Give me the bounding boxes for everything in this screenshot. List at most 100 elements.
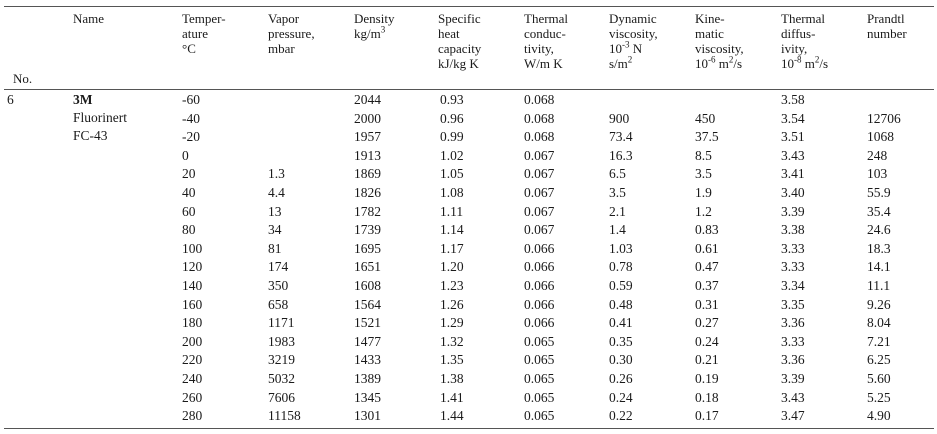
cell-temperature: -60 (182, 92, 200, 107)
table-header-rule (4, 89, 934, 90)
cell-thermal-diffusivity: 3.51 (781, 129, 805, 145)
cell-thermal-diffusivity: 3.43 (781, 147, 805, 163)
cell-thermal-diffusivity: 3.34 (781, 278, 805, 293)
cell-thermal-conductivity: 0.067 (524, 203, 555, 219)
cell-specific-heat: 1.29 (440, 315, 464, 331)
cell-temperature: 120 (182, 259, 203, 275)
cell-vapor-pressure: 81 (268, 240, 282, 256)
fluid-number: 6 (7, 92, 14, 107)
cell-specific-heat: 1.08 (440, 185, 464, 200)
cell-vapor-pressure: 1983 (268, 333, 295, 349)
cell-temperature: 40 (182, 185, 196, 200)
cell-dynamic-viscosity: 0.78 (609, 259, 633, 275)
cell-kinematic-viscosity: 0.18 (695, 389, 719, 405)
header-density: Density kg/m3 (354, 11, 395, 41)
cell-kinematic-viscosity: 1.9 (695, 185, 712, 200)
cell-specific-heat: 0.99 (440, 129, 464, 145)
header-kinematic-viscosity: Kine- matic viscosity, 10-6 m2/s (695, 11, 744, 71)
cell-dynamic-viscosity: 73.4 (609, 129, 633, 145)
cell-dynamic-viscosity: 0.59 (609, 278, 633, 293)
cell-density: 1782 (354, 203, 381, 219)
cell-vapor-pressure: 7606 (268, 389, 295, 405)
table-row: 280 11158 1301 1.44 0.065 0.22 0.17 3.47 4.90 (0, 407, 937, 425)
cell-thermal-diffusivity: 3.39 (781, 203, 805, 219)
cell-density: 2000 (354, 110, 381, 126)
cell-thermal-conductivity: 0.065 (524, 352, 555, 368)
cell-density: 1695 (354, 240, 381, 256)
cell-thermal-diffusivity: 3.41 (781, 166, 805, 182)
cell-vapor-pressure: 1.3 (268, 166, 285, 182)
cell-temperature: -40 (182, 110, 200, 126)
cell-density: 1913 (354, 147, 381, 163)
cell-thermal-conductivity: 0.066 (524, 259, 555, 275)
header-temperature: Temper- ature °C (182, 11, 226, 56)
cell-specific-heat: 1.38 (440, 371, 464, 386)
cell-prandtl-number: 18.3 (867, 240, 891, 256)
cell-thermal-diffusivity: 3.47 (781, 408, 805, 424)
cell-kinematic-viscosity: 3.5 (695, 166, 712, 182)
cell-temperature: 280 (182, 408, 203, 424)
cell-temperature: 80 (182, 222, 196, 238)
cell-thermal-conductivity: 0.065 (524, 389, 555, 405)
cell-prandtl-number: 24.6 (867, 222, 891, 238)
header-thermal-conductivity: Thermal conduc- tivity, W/m K (524, 11, 569, 71)
cell-temperature: 200 (182, 333, 203, 349)
table-row: 200 1983 1477 1.32 0.065 0.35 0.24 3.33 7.21 (0, 333, 937, 351)
cell-thermal-conductivity: 0.065 (524, 333, 555, 349)
cell-kinematic-viscosity: 0.19 (695, 371, 719, 386)
cell-dynamic-viscosity: 6.5 (609, 166, 626, 182)
cell-density: 1826 (354, 185, 381, 200)
cell-thermal-conductivity: 0.066 (524, 296, 555, 312)
cell-prandtl-number: 11.1 (867, 278, 891, 293)
table-row: 260 7606 1345 1.41 0.065 0.24 0.18 3.43 5.25 (0, 389, 937, 407)
cell-prandtl-number: 14.1 (867, 259, 891, 275)
fluid-name: 3M Fluorinert FC-43 (73, 92, 127, 143)
cell-prandtl-number: 7.21 (867, 333, 891, 349)
cell-kinematic-viscosity: 0.83 (695, 222, 719, 238)
table-row: -40 2000 0.96 0.068 900 450 3.54 12706 (0, 110, 937, 128)
cell-thermal-conductivity: 0.066 (524, 315, 555, 331)
cell-prandtl-number: 103 (867, 166, 888, 182)
cell-thermal-conductivity: 0.067 (524, 222, 555, 238)
table-row: 60 13 1782 1.11 0.067 2.1 1.2 3.39 35.4 (0, 203, 937, 221)
cell-density: 1651 (354, 259, 381, 275)
cell-density: 1608 (354, 278, 381, 293)
cell-dynamic-viscosity: 1.03 (609, 240, 633, 256)
cell-specific-heat: 1.20 (440, 259, 464, 275)
cell-temperature: 180 (182, 315, 203, 331)
table-row: -60 2044 0.93 0.068 3.58 (0, 91, 937, 109)
cell-vapor-pressure: 174 (268, 259, 289, 275)
cell-thermal-diffusivity: 3.38 (781, 222, 805, 238)
cell-dynamic-viscosity: 1.4 (609, 222, 626, 238)
cell-specific-heat: 1.02 (440, 147, 464, 163)
cell-dynamic-viscosity: 0.22 (609, 408, 633, 424)
cell-specific-heat: 1.17 (440, 240, 464, 256)
cell-thermal-conductivity: 0.065 (524, 371, 555, 386)
cell-temperature: 260 (182, 389, 203, 405)
cell-specific-heat: 1.26 (440, 296, 464, 312)
cell-prandtl-number: 1068 (867, 129, 894, 145)
cell-thermal-diffusivity: 3.35 (781, 296, 805, 312)
header-vapor-pressure: Vapor pressure, mbar (268, 11, 315, 56)
cell-dynamic-viscosity: 3.5 (609, 185, 626, 200)
cell-kinematic-viscosity: 37.5 (695, 129, 719, 145)
cell-temperature: 140 (182, 278, 203, 293)
cell-specific-heat: 1.44 (440, 408, 464, 424)
cell-dynamic-viscosity: 0.24 (609, 389, 633, 405)
table-row: 0 1913 1.02 0.067 16.3 8.5 3.43 248 (0, 147, 937, 165)
cell-thermal-diffusivity: 3.36 (781, 352, 805, 368)
cell-thermal-diffusivity: 3.33 (781, 333, 805, 349)
cell-vapor-pressure: 1171 (268, 315, 295, 331)
cell-kinematic-viscosity: 1.2 (695, 203, 712, 219)
cell-thermal-diffusivity: 3.36 (781, 315, 805, 331)
cell-temperature: 60 (182, 203, 196, 219)
cell-thermal-diffusivity: 3.40 (781, 185, 805, 200)
cell-density: 1345 (354, 389, 381, 405)
cell-prandtl-number: 35.4 (867, 203, 891, 219)
cell-temperature: 160 (182, 296, 203, 312)
cell-thermal-conductivity: 0.067 (524, 185, 555, 200)
cell-thermal-diffusivity: 3.58 (781, 92, 805, 107)
cell-temperature: 100 (182, 240, 203, 256)
cell-kinematic-viscosity: 0.61 (695, 240, 719, 256)
cell-kinematic-viscosity: 0.37 (695, 278, 719, 293)
